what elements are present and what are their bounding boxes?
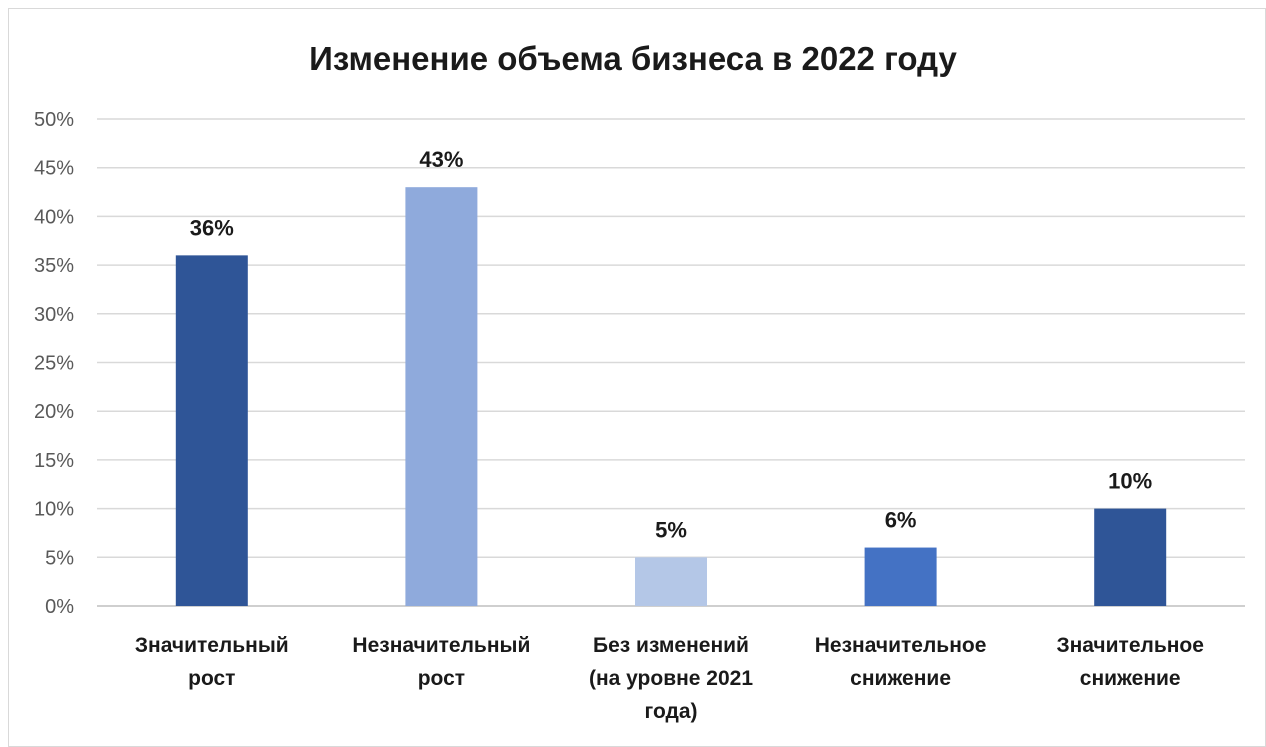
gridlines	[97, 118, 1245, 607]
category-label: Значительный рост	[135, 634, 289, 690]
data-label: 36%	[190, 215, 234, 240]
y-tick-label: 0%	[45, 596, 74, 618]
chart-title: Изменение объема бизнеса в 2022 году	[309, 40, 957, 77]
category-label: Незначительное снижение	[815, 634, 987, 690]
y-tick-label: 15%	[34, 450, 74, 472]
category-label: Без изменений (на уровне 2021 года)	[589, 634, 753, 723]
y-tick-label: 25%	[34, 353, 74, 375]
y-tick-label: 30%	[34, 304, 74, 326]
data-labels: 36% 43% 5% 6% 10%	[190, 147, 1152, 542]
data-label: 43%	[419, 147, 463, 172]
y-tick-label: 35%	[34, 255, 74, 277]
data-label: 10%	[1108, 469, 1152, 494]
y-axis-tick-labels: 0% 5% 10% 15% 20% 25% 30% 35% 40% 45% 50%	[34, 109, 74, 618]
category-label: Значительное снижение	[1056, 634, 1204, 690]
y-tick-label: 20%	[34, 401, 74, 423]
bar	[1094, 508, 1167, 606]
y-tick-label: 45%	[34, 158, 74, 180]
bars	[175, 187, 1167, 607]
y-tick-label: 50%	[34, 109, 74, 131]
y-tick-label: 10%	[34, 499, 74, 521]
bar	[864, 547, 937, 606]
y-tick-label: 5%	[45, 547, 74, 569]
bar	[175, 255, 248, 607]
data-label: 5%	[655, 517, 687, 542]
bar	[405, 187, 478, 606]
bar	[635, 557, 707, 606]
category-label: Незначительный рост	[352, 634, 530, 690]
x-axis-category-labels: Значительный рост Незначительный рост Без из…	[135, 634, 1204, 723]
y-tick-label: 40%	[34, 206, 74, 228]
data-label: 6%	[885, 508, 917, 533]
